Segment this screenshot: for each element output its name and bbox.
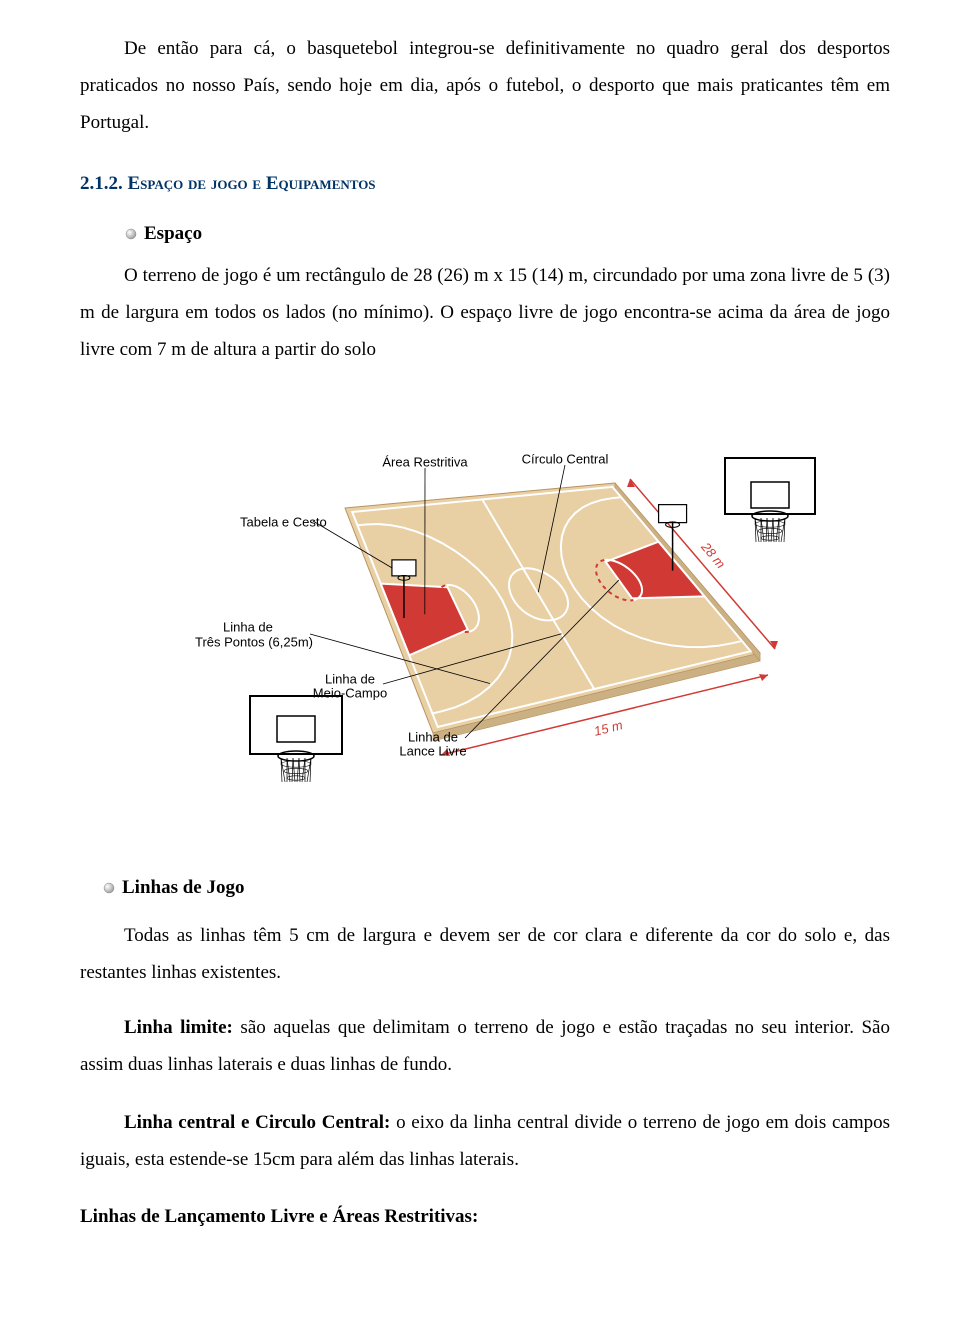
espaco-bullet: Espaço	[124, 224, 890, 243]
svg-text:Lance Livre: Lance Livre	[399, 744, 466, 759]
linha-lance-livre-label: Linhas de Lançamento Livre e Áreas Restr…	[80, 1206, 478, 1227]
document-page: De então para cá, o basquetebol integrou…	[0, 0, 960, 1283]
linha-limite-para: Linha limite: são aquelas que delimitam …	[80, 1009, 890, 1083]
court-diagram-wrap: 28 m 15 m Tabela e Cesto Área Restritiva Cír…	[80, 438, 890, 798]
section-title: Espaço de jogo e Equipamentos	[128, 173, 376, 194]
svg-text:Linha de: Linha de	[325, 672, 375, 687]
bullet-icon	[102, 881, 116, 895]
linha-limite-label: Linha limite:	[124, 1017, 233, 1038]
linha-lance-livre-heading: Linhas de Lançamento Livre e Áreas Restr…	[80, 1198, 890, 1235]
bullet-icon	[124, 227, 138, 241]
svg-text:28 m: 28 m	[698, 539, 729, 572]
espaco-label: Espaço	[144, 224, 202, 243]
linhas-bullet: Linhas de Jogo	[102, 878, 890, 897]
section-number: 2.1.2.	[80, 173, 123, 194]
linhas-para1: Todas as linhas têm 5 cm de largura e de…	[80, 917, 890, 991]
linha-central-label: Linha central e Circulo Central:	[124, 1112, 390, 1133]
section-heading-row: 2.1.2. Espaço de jogo e Equipamentos	[80, 165, 890, 202]
svg-text:Tabela e Cesto: Tabela e Cesto	[240, 515, 327, 530]
svg-text:15 m: 15 m	[592, 717, 624, 739]
svg-text:Linha de: Linha de	[408, 730, 458, 745]
svg-text:Círculo Central: Círculo Central	[522, 452, 609, 467]
court-diagram: 28 m 15 m Tabela e Cesto Área Restritiva Cír…	[135, 438, 835, 798]
linha-central-para: Linha central e Circulo Central: o eixo …	[80, 1104, 890, 1178]
svg-text:Linha de: Linha de	[223, 620, 273, 635]
intro-paragraph: De então para cá, o basquetebol integrou…	[80, 30, 890, 141]
svg-text:Área Restritiva: Área Restritiva	[382, 455, 468, 470]
svg-text:Três Pontos (6,25m): Três Pontos (6,25m)	[195, 635, 313, 650]
linhas-label: Linhas de Jogo	[122, 878, 244, 897]
svg-text:Meio-Campo: Meio-Campo	[313, 686, 387, 701]
espaco-paragraph: O terreno de jogo é um rectângulo de 28 …	[80, 257, 890, 368]
